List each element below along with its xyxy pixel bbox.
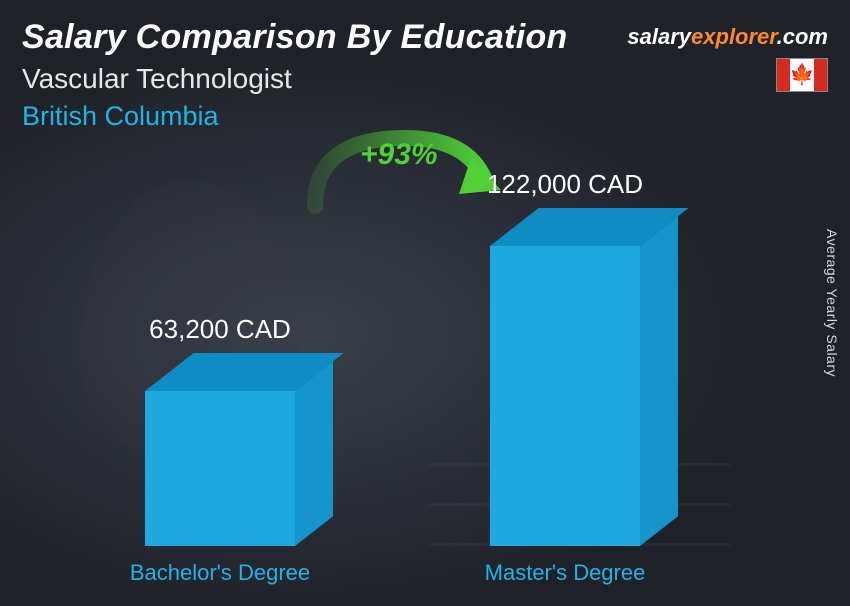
bar: Bachelor's Degree63,200 CAD <box>145 391 295 546</box>
heading-block: Salary Comparison By Education Vascular … <box>22 18 568 132</box>
flag-center: 🍁 <box>790 59 815 91</box>
bar-front <box>145 391 295 546</box>
maple-leaf-icon: 🍁 <box>790 65 815 85</box>
infographic-container: Salary Comparison By Education Vascular … <box>0 0 850 606</box>
bar-chart: +93% Bachelor's Degree63,200 CADMaster's… <box>0 166 850 606</box>
bar-side <box>640 216 678 546</box>
page-title: Salary Comparison By Education <box>22 18 568 57</box>
flag-bar-right <box>814 59 827 91</box>
bar-side <box>295 361 333 546</box>
flag-bar-left <box>777 59 790 91</box>
increase-percent: +93% <box>360 138 438 172</box>
bar-front <box>490 246 640 546</box>
brand-suffix: .com <box>777 24 828 49</box>
bar-value-label: 63,200 CAD <box>40 314 400 345</box>
bar-category-label: Master's Degree <box>415 560 715 586</box>
bar-value-label: 122,000 CAD <box>385 169 745 200</box>
brand-logo: salaryexplorer.com <box>627 24 828 50</box>
canada-flag-icon: 🍁 <box>776 58 828 92</box>
bar-category-label: Bachelor's Degree <box>70 560 370 586</box>
bar: Master's Degree122,000 CAD <box>490 246 640 546</box>
brand-part1: salary <box>627 24 691 49</box>
page-subtitle: Vascular Technologist <box>22 63 568 95</box>
brand-part2: explorer <box>691 24 777 49</box>
